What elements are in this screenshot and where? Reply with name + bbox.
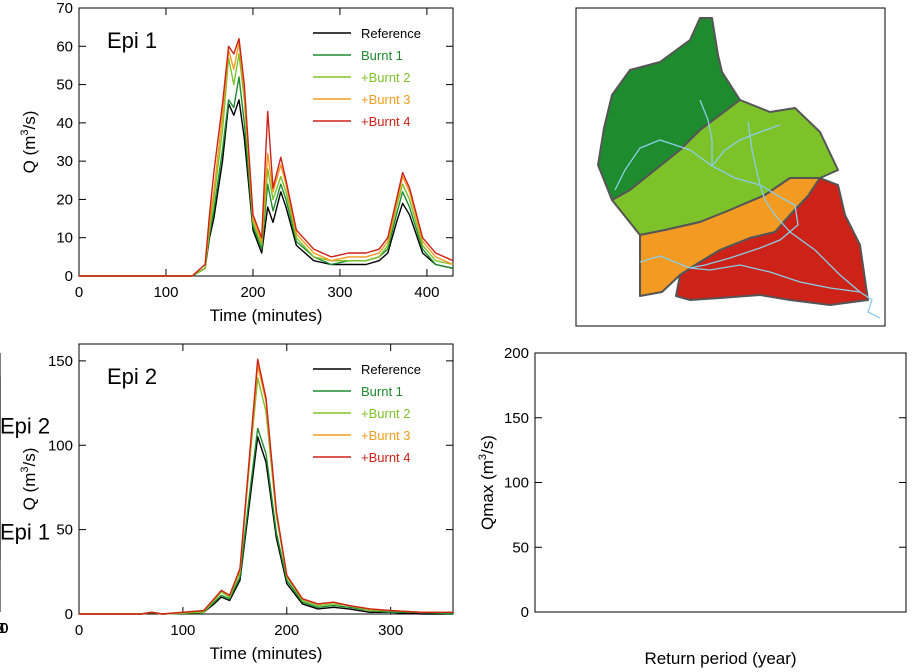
river-line: [711, 124, 781, 167]
panel-annotation: Epi 1: [107, 28, 157, 53]
legend-label-burnt2: +Burnt 2: [361, 70, 411, 85]
y-tick-label: 30: [56, 153, 73, 170]
river-line: [689, 264, 881, 319]
legend-label-burnt4: +Burnt 4: [361, 450, 411, 465]
y-axis-label-main: Q (m: [20, 473, 39, 511]
x-tick-label: 100: [170, 622, 195, 639]
epi1-hydrograph-panel: 0 100 200 300 400 0 10 20 30 40 50 60 70 Reference Bur…: [19, 0, 454, 325]
subcatchment-burnt4: [675, 177, 869, 306]
x-axis-label: Time (minutes): [210, 644, 323, 663]
legend-label-burnt3: +Burnt 3: [361, 428, 411, 443]
y-tick-label: 0: [65, 268, 73, 285]
y-axis-label-tail: /s): [20, 111, 39, 130]
x-tick-label: 5: [0, 620, 4, 637]
plot-frame: [78, 343, 454, 615]
legend-label-reference: Reference: [361, 26, 421, 41]
x-tick-label: 30: [0, 620, 8, 637]
x-tick-label: 0: [75, 622, 83, 639]
y-axis-label: Q (m3/s): [19, 448, 39, 511]
y-tick-label: 0: [521, 604, 529, 621]
y-tick-label: 10: [56, 230, 73, 247]
y-tick-label: 40: [56, 115, 73, 132]
x-axis-label: Time (minutes): [210, 306, 323, 325]
y-tick-label: 0: [65, 606, 73, 623]
y-tick-label: 150: [504, 410, 529, 427]
y-axis-label-sup: 3: [19, 129, 31, 135]
series-line-burnt2: [79, 53, 454, 277]
y-axis-label-main: Q (m: [20, 136, 39, 174]
y-tick-label: 70: [56, 0, 73, 17]
event-annotation: Epi 1: [0, 520, 50, 545]
y-tick-label: 200: [504, 345, 529, 362]
river-line: [747, 121, 761, 186]
series-line-burnt2: [79, 377, 453, 615]
y-tick-label: 100: [504, 475, 529, 492]
y-axis-label-tail: /s): [478, 435, 497, 454]
x-tick-label: 2: [0, 620, 4, 637]
y-tick-label: 50: [56, 522, 73, 539]
river-line: [759, 184, 861, 293]
legend-label-burnt1: Burnt 1: [361, 384, 403, 399]
plot-frame: [78, 7, 454, 277]
x-tick-label: 20: [0, 620, 8, 637]
y-tick-label: 100: [48, 437, 73, 454]
plot-frame: [534, 352, 907, 613]
y-axis-label-sup: 3: [19, 466, 31, 472]
y-axis-label: Qmax (m3/s): [477, 435, 497, 530]
legend-label-burnt2: +Burnt 2: [361, 406, 411, 421]
x-tick-label: 300: [378, 622, 403, 639]
legend-label-burnt3: +Burnt 3: [361, 92, 411, 107]
y-axis-label-main: Qmax (m: [478, 460, 497, 530]
river-line: [699, 99, 713, 166]
y-axis-label: Q (m3/s): [19, 111, 39, 174]
x-tick-label: 400: [414, 284, 439, 301]
x-tick-label: 100: [153, 284, 178, 301]
series-line-reference: [79, 99, 454, 277]
x-tick-label: 10: [0, 620, 8, 637]
legend-label-burnt1: Burnt 1: [361, 48, 403, 63]
river-line: [614, 139, 799, 269]
x-tick-label: 200: [240, 284, 265, 301]
y-tick-label: 60: [56, 38, 73, 55]
x-tick-label: 50: [0, 620, 8, 637]
river-line: [639, 255, 691, 269]
x-tick-label: 200: [274, 622, 299, 639]
x-tick-label: 300: [327, 284, 352, 301]
catchment-map-panel: [575, 7, 886, 327]
x-axis-label: Return period (year): [644, 649, 796, 668]
legend-label-reference: Reference: [361, 362, 421, 377]
y-axis-label-tail: /s): [20, 448, 39, 467]
panel-annotation: Epi 2: [107, 364, 157, 389]
epi2-hydrograph-panel: 0 100 200 300 0 50 100 150 Reference Burnt 1 +Burn…: [19, 343, 454, 663]
event-annotation: Epi 2: [0, 414, 50, 439]
x-tick-label: 0: [75, 284, 83, 301]
y-tick-label: 150: [48, 353, 73, 370]
y-axis-label-sup: 3: [477, 454, 489, 460]
series-line-burnt4: [79, 358, 453, 615]
series-line-burnt4: [79, 37, 454, 277]
y-tick-label: 50: [56, 77, 73, 94]
series-line-burnt3: [79, 41, 454, 277]
y-tick-label: 50: [512, 539, 529, 556]
series-line-burnt1: [79, 76, 454, 277]
y-tick-label: 20: [56, 191, 73, 208]
legend-label-burnt4: +Burnt 4: [361, 114, 411, 129]
